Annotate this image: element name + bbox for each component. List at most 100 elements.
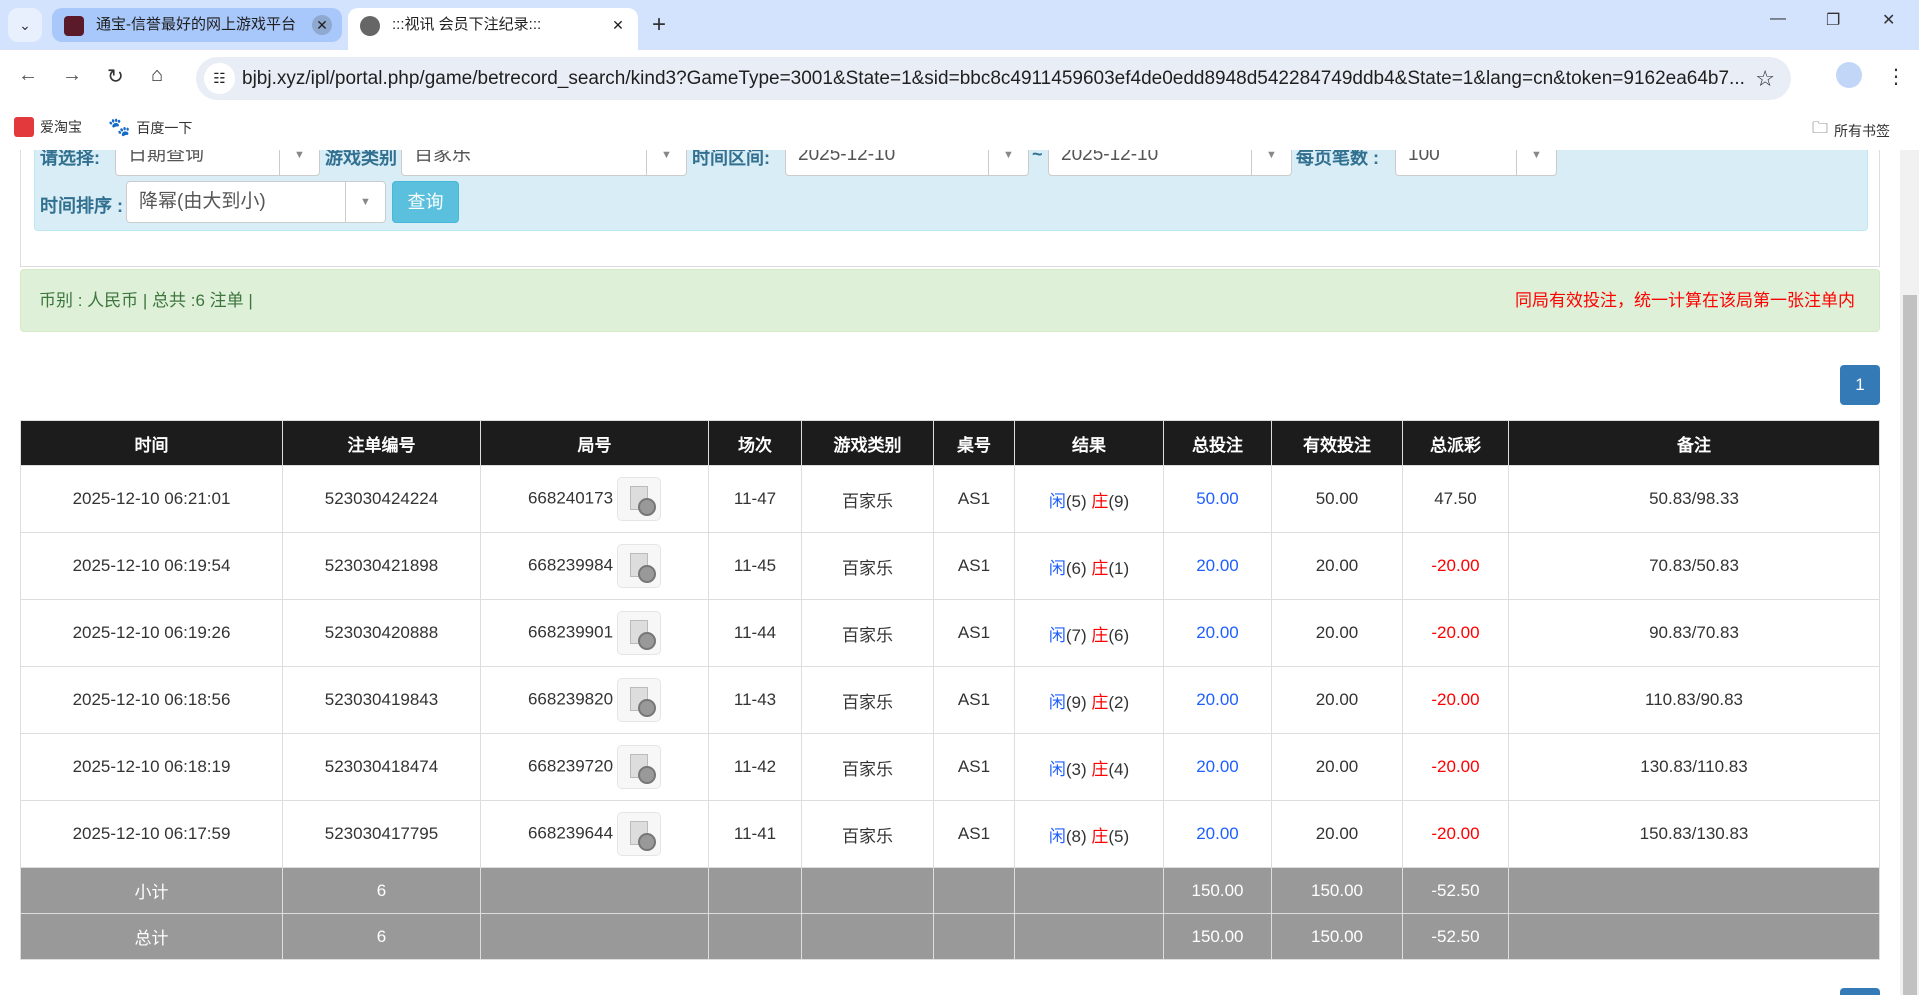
result-cell: 闲(8) 庄(5) [1014, 800, 1164, 868]
round-cell: 668239644 [480, 800, 709, 868]
shoe-number: 11-47 [708, 465, 802, 533]
table-row: 2025-12-10 06:17:59 523030417795 6682396… [20, 800, 1880, 868]
empty-cell [1014, 867, 1164, 914]
round-cell: 668239820 [480, 666, 709, 734]
table-number: AS1 [933, 465, 1015, 533]
minimize-icon[interactable]: — [1770, 10, 1786, 27]
video-replay-icon[interactable] [617, 544, 662, 588]
sort-order-select[interactable]: 降幂(由大到小) ▼ [126, 181, 386, 223]
bet-time: 2025-12-10 06:19:54 [20, 532, 283, 600]
site-settings-icon[interactable]: ☷ [204, 63, 235, 94]
close-window-icon[interactable]: ✕ [1882, 12, 1896, 29]
per-page-select[interactable]: 100 ▼ [1395, 150, 1557, 176]
time-range-label: 时间区间: [692, 150, 770, 168]
bookmark-taobao[interactable]: 爱淘宝 [14, 117, 82, 137]
profile-avatar-icon[interactable] [1836, 62, 1862, 88]
new-tab-icon[interactable]: + [652, 11, 667, 38]
game-type: 百家乐 [801, 532, 934, 600]
payout: -20.00 [1402, 532, 1509, 600]
player-label: 闲 [1048, 625, 1066, 645]
bookmarks-bar: 爱淘宝 🐾 百度一下 🗀 所有书签 [0, 107, 1919, 150]
home-icon[interactable]: ⌂ [151, 64, 164, 86]
date-to-select[interactable]: 2025-12-10 ▼ [1048, 150, 1292, 176]
video-replay-icon[interactable] [617, 678, 662, 722]
pagination-page-1[interactable]: 1 [1840, 365, 1880, 405]
empty-cell [933, 913, 1015, 960]
browser-tab-bar: ⌄ 通宝-信誉最好的网上游戏平台 ✕ :::视讯 会员下注纪录::: ✕ + —… [0, 0, 1919, 50]
close-tab-icon[interactable]: ✕ [312, 15, 332, 35]
page-content: 请选择: 日期查询 ▼ 游戏类别 百家乐 ▼ 时间区间: 2025-12-10 ▼ ~… [0, 150, 1900, 995]
bet-time: 2025-12-10 06:18:56 [20, 666, 283, 734]
query-type-select[interactable]: 日期查询 ▼ [115, 150, 320, 176]
site-favicon-icon [64, 16, 84, 36]
banker-label: 庄 [1091, 625, 1109, 645]
select-value: 100 [1408, 150, 1440, 165]
empty-cell [480, 867, 709, 914]
back-icon[interactable]: ← [18, 64, 38, 86]
player-points: (3) [1065, 759, 1087, 779]
table-number: AS1 [933, 666, 1015, 734]
notice-text: 同局有效投注，统一计算在该局第一张注单内 [1515, 291, 1855, 310]
column-header: 结果 [1014, 420, 1164, 466]
bookmark-baidu[interactable]: 🐾 百度一下 [108, 117, 192, 138]
empty-cell [801, 867, 934, 914]
scrollbar-thumb[interactable] [1903, 295, 1917, 995]
sum-count: 6 [282, 867, 481, 914]
empty-cell [708, 913, 802, 960]
reload-icon[interactable]: ↻ [107, 66, 124, 88]
all-bookmarks[interactable]: 🗀 所有书签 [1812, 117, 1890, 144]
per-page-label: 每页笔数 : [1296, 150, 1379, 168]
bookmark-star-icon[interactable]: ☆ [1755, 66, 1775, 91]
search-panel: 请选择: 日期查询 ▼ 游戏类别 百家乐 ▼ 时间区间: 2025-12-10 ▼ ~… [20, 150, 1880, 267]
video-replay-icon[interactable] [617, 477, 662, 521]
video-replay-icon[interactable] [617, 611, 662, 655]
select-value: 2025-12-10 [1061, 150, 1159, 165]
bookmark-label: 爱淘宝 [40, 119, 82, 135]
dropdown-arrow-icon: ▼ [988, 150, 1028, 175]
tab-bet-record[interactable]: :::视讯 会员下注纪录::: ✕ [348, 8, 638, 50]
banker-label: 庄 [1091, 692, 1109, 712]
address-bar[interactable]: ☷ bjbj.xyz/ipl/portal.php/game/betrecord… [196, 57, 1791, 100]
video-replay-icon[interactable] [617, 812, 662, 856]
column-header: 桌号 [933, 420, 1015, 466]
note: 150.83/130.83 [1508, 800, 1880, 868]
query-button[interactable]: 查询 [392, 181, 459, 223]
bookmark-label: 百度一下 [136, 119, 193, 136]
table-row: 2025-12-10 06:21:01 523030424224 6682401… [20, 465, 1880, 533]
column-header: 局号 [480, 420, 709, 466]
player-label: 闲 [1048, 491, 1066, 511]
close-tab-icon[interactable]: ✕ [612, 17, 624, 33]
game-type: 百家乐 [801, 465, 934, 533]
empty-cell [1014, 913, 1164, 960]
url-text: bjbj.xyz/ipl/portal.php/game/betrecord_s… [242, 68, 1745, 89]
menu-kebab-icon[interactable]: ⋮ [1886, 66, 1906, 88]
page-scrollbar[interactable] [1900, 150, 1919, 995]
empty-cell [933, 867, 1015, 914]
total-bet: 20.00 [1163, 733, 1272, 801]
restore-icon[interactable]: ❐ [1826, 12, 1841, 29]
column-header: 时间 [20, 420, 283, 466]
game-type: 百家乐 [801, 666, 934, 734]
empty-cell [1508, 867, 1880, 914]
banker-label: 庄 [1091, 826, 1109, 846]
date-from-select[interactable]: 2025-12-10 ▼ [785, 150, 1029, 176]
payout: -20.00 [1402, 733, 1509, 801]
bet-id: 523030418474 [282, 733, 481, 801]
select-value: 日期查询 [128, 150, 205, 165]
note: 130.83/110.83 [1508, 733, 1880, 801]
game-type-select[interactable]: 百家乐 ▼ [401, 150, 687, 176]
video-replay-icon[interactable] [617, 745, 662, 789]
sum-payout: -52.50 [1402, 867, 1509, 914]
valid-bet: 20.00 [1271, 733, 1403, 801]
banker-label: 庄 [1091, 759, 1109, 779]
result-cell: 闲(3) 庄(4) [1014, 733, 1164, 801]
bottom-pagination-button[interactable] [1840, 988, 1880, 995]
select-value: 2025-12-10 [798, 150, 896, 165]
tab-tongbao[interactable]: 通宝-信誉最好的网上游戏平台 ✕ [52, 8, 342, 42]
forward-icon[interactable]: → [62, 64, 82, 86]
game-type: 百家乐 [801, 800, 934, 868]
tab-search-chevron-icon[interactable]: ⌄ [8, 8, 42, 42]
valid-bet: 20.00 [1271, 532, 1403, 600]
summary-text: 币别 : 人民币 | 总共 :6 注单 | [39, 291, 253, 310]
dropdown-arrow-icon: ▼ [1251, 150, 1291, 175]
